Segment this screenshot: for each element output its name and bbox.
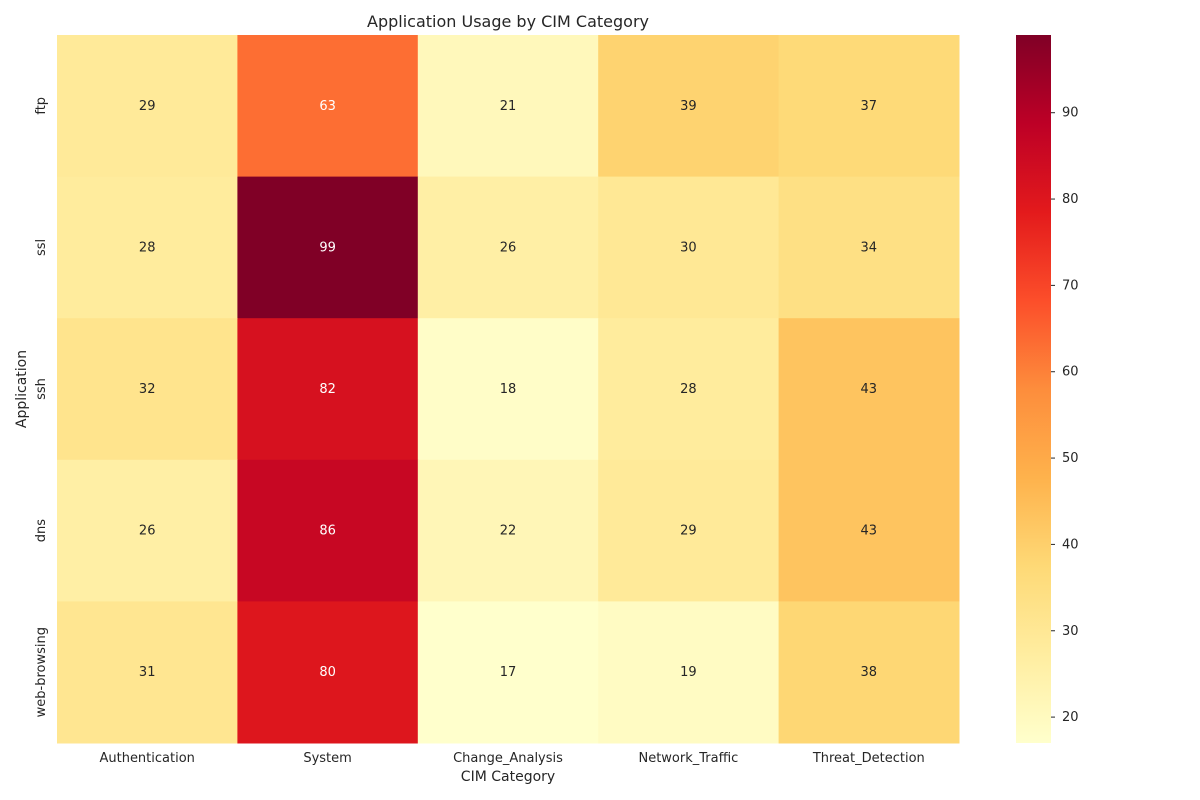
cell-value-label: 30 [680, 240, 697, 255]
colorbar-tick-label: 40 [1062, 537, 1079, 552]
cell-value-label: 19 [680, 665, 697, 680]
cell-value-label: 26 [500, 240, 517, 255]
colorbar-tick-label: 90 [1062, 106, 1079, 121]
x-tick-label: Authentication [99, 751, 194, 766]
heatmap-cells: 29 63 21 39 37 28 99 26 30 34 32 82 18 28 43 26 86 22 29 43… [57, 35, 960, 744]
heatmap-cell [598, 35, 780, 178]
heatmap-cell [417, 176, 599, 319]
x-axis-label: CIM Category [461, 769, 555, 785]
heatmap-cell [778, 601, 960, 744]
cell-value-label: 63 [319, 99, 336, 114]
heatmap-cell [237, 459, 419, 602]
heatmap-cell [778, 459, 960, 602]
heatmap-cell [57, 601, 238, 744]
y-axis-label: Application [14, 350, 30, 428]
heatmap-cell [778, 176, 960, 319]
cell-value-label: 32 [139, 382, 156, 397]
heatmap-cell [57, 459, 238, 602]
cell-value-label: 37 [861, 99, 878, 114]
y-tick-labels: ftp ssl ssh dns web-browsing [34, 97, 49, 717]
heatmap-cell [237, 35, 419, 178]
heatmap-cell [237, 318, 419, 461]
cell-value-label: 38 [861, 665, 878, 680]
colorbar-tick-label: 70 [1062, 278, 1079, 293]
heatmap-cell [598, 318, 780, 461]
heatmap-cell [417, 459, 599, 602]
heatmap-cell [237, 601, 419, 744]
heatmap-cell [778, 35, 960, 178]
heatmap-cell [57, 35, 238, 178]
heatmap-cell [57, 176, 238, 319]
cell-value-label: 31 [139, 665, 156, 680]
cell-value-label: 28 [680, 382, 697, 397]
y-tick-label: web-browsing [34, 627, 49, 717]
heatmap-cell [417, 35, 599, 178]
x-tick-label: Change_Analysis [453, 751, 563, 766]
cell-value-label: 99 [319, 240, 336, 255]
y-tick-label: ftp [34, 97, 49, 115]
cell-value-label: 26 [139, 524, 156, 539]
cell-value-label: 86 [319, 524, 336, 539]
heatmap-cell [598, 601, 780, 744]
x-tick-labels: Authentication System Change_Analysis Netwo… [99, 751, 924, 766]
cell-value-label: 17 [500, 665, 517, 680]
cell-value-label: 29 [139, 99, 156, 114]
y-tick-label: ssl [34, 239, 49, 256]
cell-value-label: 43 [861, 524, 878, 539]
cell-value-label: 43 [861, 382, 878, 397]
cell-value-label: 28 [139, 240, 156, 255]
cell-value-label: 39 [680, 99, 697, 114]
cell-value-label: 22 [500, 524, 517, 539]
heatmap-cell [598, 459, 780, 602]
heatmap-cell [417, 318, 599, 461]
cell-value-label: 80 [319, 665, 336, 680]
cell-value-label: 29 [680, 524, 697, 539]
cell-value-label: 18 [500, 382, 517, 397]
colorbar-tick-label: 20 [1062, 710, 1079, 725]
colorbar-tick-label: 60 [1062, 365, 1079, 380]
colorbar-tick-label: 50 [1062, 451, 1079, 466]
cell-value-label: 21 [500, 99, 517, 114]
heatmap-cell [417, 601, 599, 744]
heatmap-cell [598, 176, 780, 319]
y-tick-label: ssh [34, 378, 49, 400]
y-tick-label: dns [34, 519, 49, 542]
heatmap-cell [57, 318, 238, 461]
colorbar: 20 30 40 50 60 70 80 90 [1016, 35, 1079, 743]
heatmap-cell [778, 318, 960, 461]
cell-value-label: 82 [319, 382, 336, 397]
colorbar-gradient [1016, 35, 1051, 743]
x-tick-label: System [303, 751, 351, 766]
x-tick-label: Network_Traffic [638, 751, 738, 766]
colorbar-tick-label: 80 [1062, 192, 1079, 207]
x-tick-label: Threat_Detection [812, 751, 925, 766]
colorbar-tick-label: 30 [1062, 624, 1079, 639]
chart-title: Application Usage by CIM Category [367, 12, 649, 31]
heatmap-cell [237, 176, 419, 319]
cell-value-label: 34 [861, 240, 878, 255]
